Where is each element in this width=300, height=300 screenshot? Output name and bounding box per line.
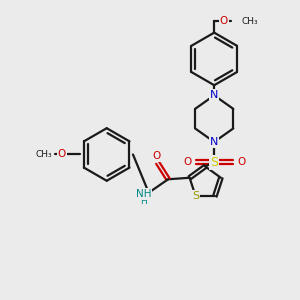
Text: O: O (220, 16, 228, 26)
Text: S: S (210, 156, 218, 169)
Text: S: S (192, 191, 199, 201)
Text: N: N (210, 137, 218, 147)
Text: O: O (183, 157, 191, 167)
Text: CH₃: CH₃ (241, 17, 258, 26)
Text: H: H (140, 197, 147, 206)
Text: O: O (152, 151, 160, 161)
Text: NH: NH (136, 189, 151, 199)
Text: O: O (237, 157, 245, 167)
Text: CH₃: CH₃ (36, 150, 52, 159)
Text: O: O (58, 149, 66, 160)
Text: N: N (210, 90, 218, 100)
